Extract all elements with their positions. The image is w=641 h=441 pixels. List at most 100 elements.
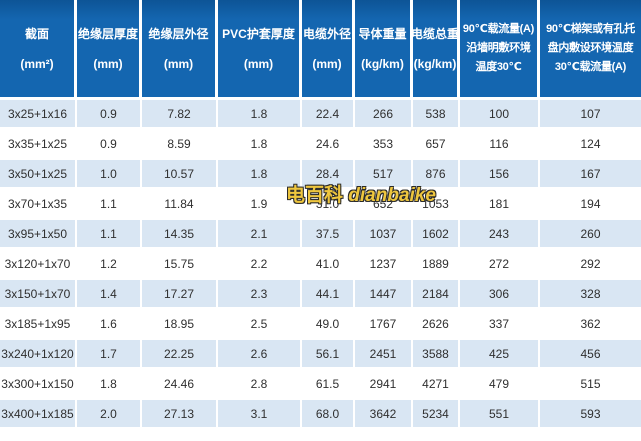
column-header-line: 电缆外径	[302, 26, 351, 41]
column-header-line: 绝缘层厚度	[77, 26, 138, 41]
value-cell: 44.1	[302, 280, 355, 307]
value-cell: 3.1	[218, 400, 302, 427]
value-cell: 243	[460, 220, 540, 247]
value-cell: 0.9	[77, 130, 142, 157]
value-cell: 22.4	[302, 100, 355, 127]
value-cell: 1447	[355, 280, 413, 307]
value-cell: 116	[460, 130, 540, 157]
value-cell: 10.57	[142, 160, 218, 187]
column-header-line: PVC护套厚度	[222, 26, 295, 41]
value-cell: 876	[413, 160, 460, 187]
value-cell: 551	[460, 400, 540, 427]
value-cell: 456	[540, 340, 641, 367]
value-cell: 362	[540, 310, 641, 337]
column-header-line: 导体重量	[358, 26, 407, 41]
value-cell: 37.5	[302, 220, 355, 247]
row-label-cell: 3x185+1x95	[0, 310, 77, 337]
value-cell: 100	[460, 100, 540, 127]
column-header-line: 沿墙明敷环境	[466, 42, 531, 54]
value-cell: 68.0	[302, 400, 355, 427]
column-header-3: 绝缘层外径 (mm)	[142, 0, 218, 97]
value-cell: 1.6	[77, 310, 142, 337]
column-header-1: 截面 (mm²)	[0, 0, 77, 97]
value-cell: 593	[540, 400, 641, 427]
value-cell: 515	[540, 370, 641, 397]
value-cell: 15.75	[142, 250, 218, 277]
row-label-cell: 3x150+1x70	[0, 280, 77, 307]
value-cell: 3588	[413, 340, 460, 367]
value-cell: 27.13	[142, 400, 218, 427]
value-cell: 2.2	[218, 250, 302, 277]
table-row: 3x120+1x70 1.2 15.75 2.2 41.0 1237 1889 272 292	[0, 250, 641, 277]
value-cell: 517	[355, 160, 413, 187]
column-header-line: (kg/km)	[413, 56, 457, 71]
value-cell: 61.5	[302, 370, 355, 397]
value-cell: 1767	[355, 310, 413, 337]
value-cell: 353	[355, 130, 413, 157]
value-cell: 1.1	[77, 190, 142, 217]
column-header-line: 90℃载流量(A)	[462, 23, 535, 35]
table-header-row: 截面 (mm²) 绝缘层厚度 (mm) 绝缘层外径 (mm) PVC护套厚度 (mm) 电缆外径…	[0, 0, 641, 97]
value-cell: 28.4	[302, 160, 355, 187]
table-body: 3x25+1x16 0.9 7.82 1.8 22.4 266 538 100 107 3x35+…	[0, 100, 641, 427]
row-label-cell: 3x95+1x50	[0, 220, 77, 247]
table-row: 3x400+1x185 2.0 27.13 3.1 68.0 3642 5234 551 593	[0, 400, 641, 427]
row-label-cell: 3x25+1x16	[0, 100, 77, 127]
value-cell: 17.27	[142, 280, 218, 307]
value-cell: 1053	[413, 190, 460, 217]
row-label-cell: 3x400+1x185	[0, 400, 77, 427]
value-cell: 8.59	[142, 130, 218, 157]
value-cell: 2.5	[218, 310, 302, 337]
column-header-line: (mm)	[312, 56, 342, 71]
value-cell: 1.8	[218, 160, 302, 187]
value-cell: 14.35	[142, 220, 218, 247]
value-cell: 2.1	[218, 220, 302, 247]
row-label-cell: 3x240+1x120	[0, 340, 77, 367]
column-header-line: 电缆总重	[411, 26, 460, 41]
column-header-4: PVC护套厚度 (mm)	[218, 0, 302, 97]
value-cell: 11.84	[142, 190, 218, 217]
table-row: 3x35+1x25 0.9 8.59 1.8 24.6 353 657 116 124	[0, 130, 641, 157]
table-row: 3x185+1x95 1.6 18.95 2.5 49.0 1767 2626 337 362	[0, 310, 641, 337]
column-header-5: 电缆外径 (mm)	[302, 0, 355, 97]
value-cell: 1037	[355, 220, 413, 247]
value-cell: 1.8	[218, 130, 302, 157]
column-header-line: (mm²)	[20, 56, 54, 71]
value-cell: 24.46	[142, 370, 218, 397]
column-header-line: 盘内敷设环境温度	[547, 42, 634, 54]
value-cell: 652	[355, 190, 413, 217]
table-row: 3x240+1x120 1.7 22.25 2.6 56.1 2451 3588 425 456	[0, 340, 641, 367]
value-cell: 425	[460, 340, 540, 367]
value-cell: 1.2	[77, 250, 142, 277]
table-row: 3x25+1x16 0.9 7.82 1.8 22.4 266 538 100 107	[0, 100, 641, 127]
value-cell: 1889	[413, 250, 460, 277]
value-cell: 2626	[413, 310, 460, 337]
value-cell: 49.0	[302, 310, 355, 337]
value-cell: 194	[540, 190, 641, 217]
value-cell: 7.82	[142, 100, 218, 127]
value-cell: 2.0	[77, 400, 142, 427]
value-cell: 1.4	[77, 280, 142, 307]
value-cell: 1.7	[77, 340, 142, 367]
table-row: 3x50+1x25 1.0 10.57 1.8 28.4 517 876 156 167	[0, 160, 641, 187]
value-cell: 2.6	[218, 340, 302, 367]
value-cell: 2941	[355, 370, 413, 397]
value-cell: 292	[540, 250, 641, 277]
value-cell: 24.6	[302, 130, 355, 157]
value-cell: 0.9	[77, 100, 142, 127]
value-cell: 538	[413, 100, 460, 127]
column-header-line: (mm)	[93, 56, 123, 71]
value-cell: 479	[460, 370, 540, 397]
value-cell: 1602	[413, 220, 460, 247]
value-cell: 1.8	[77, 370, 142, 397]
column-header-line: (mm)	[243, 56, 274, 71]
table-row: 3x150+1x70 1.4 17.27 2.3 44.1 1447 2184 306 328	[0, 280, 641, 307]
value-cell: 3642	[355, 400, 413, 427]
value-cell: 1237	[355, 250, 413, 277]
value-cell: 2451	[355, 340, 413, 367]
value-cell: 328	[540, 280, 641, 307]
value-cell: 167	[540, 160, 641, 187]
row-label-cell: 3x35+1x25	[0, 130, 77, 157]
value-cell: 5234	[413, 400, 460, 427]
